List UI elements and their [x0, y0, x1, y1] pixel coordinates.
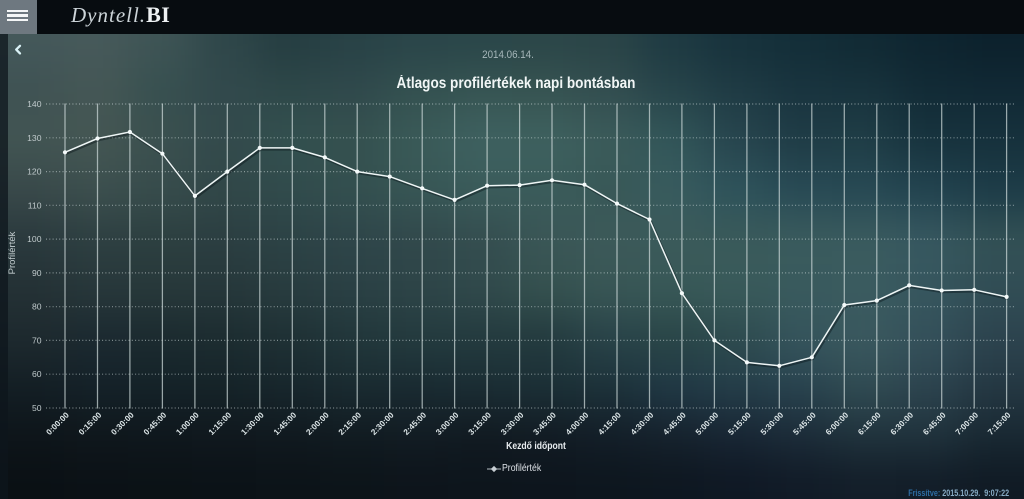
svg-text:2:00:00: 2:00:00 — [304, 410, 331, 437]
svg-text:3:15:00: 3:15:00 — [467, 410, 494, 437]
svg-text:1:45:00: 1:45:00 — [272, 410, 299, 437]
svg-text:5:15:00: 5:15:00 — [726, 410, 753, 437]
svg-text:2:30:00: 2:30:00 — [369, 410, 396, 437]
svg-text:140: 140 — [27, 99, 42, 109]
svg-text:110: 110 — [28, 200, 42, 210]
svg-text:4:45:00: 4:45:00 — [661, 410, 688, 437]
svg-text:3:30:00: 3:30:00 — [499, 410, 526, 437]
svg-text:5:00:00: 5:00:00 — [694, 410, 721, 437]
svg-text:6:15:00: 6:15:00 — [856, 410, 883, 437]
svg-text:100: 100 — [27, 234, 42, 244]
svg-text:5:45:00: 5:45:00 — [791, 410, 818, 437]
svg-text:130: 130 — [27, 133, 42, 143]
svg-text:90: 90 — [32, 268, 42, 278]
svg-text:1:00:00: 1:00:00 — [174, 410, 201, 437]
svg-text:7:00:00: 7:00:00 — [954, 410, 981, 437]
svg-text:0:15:00: 0:15:00 — [77, 410, 104, 437]
svg-text:4:30:00: 4:30:00 — [629, 410, 656, 437]
svg-text:3:45:00: 3:45:00 — [532, 410, 559, 437]
svg-text:60: 60 — [32, 369, 42, 379]
svg-text:3:00:00: 3:00:00 — [434, 410, 461, 437]
svg-text:Profilérték: Profilérték — [7, 231, 18, 274]
svg-text:120: 120 — [27, 167, 42, 177]
svg-text:80: 80 — [32, 302, 42, 312]
svg-text:0:45:00: 0:45:00 — [142, 410, 169, 437]
svg-text:1:30:00: 1:30:00 — [239, 410, 266, 437]
svg-text:2:15:00: 2:15:00 — [337, 410, 364, 437]
svg-text:6:00:00: 6:00:00 — [824, 410, 851, 437]
svg-text:4:00:00: 4:00:00 — [564, 410, 591, 437]
svg-text:5:30:00: 5:30:00 — [759, 410, 786, 437]
svg-text:70: 70 — [32, 335, 42, 345]
svg-text:7:15:00: 7:15:00 — [986, 410, 1013, 437]
svg-text:1:15:00: 1:15:00 — [207, 410, 234, 437]
svg-text:50: 50 — [32, 403, 42, 413]
svg-text:0:00:00: 0:00:00 — [45, 410, 72, 437]
svg-text:2:45:00: 2:45:00 — [402, 410, 429, 437]
svg-text:0:30:00: 0:30:00 — [109, 410, 136, 437]
svg-text:6:45:00: 6:45:00 — [921, 410, 948, 437]
svg-text:6:30:00: 6:30:00 — [889, 410, 916, 437]
svg-text:4:15:00: 4:15:00 — [597, 410, 624, 437]
